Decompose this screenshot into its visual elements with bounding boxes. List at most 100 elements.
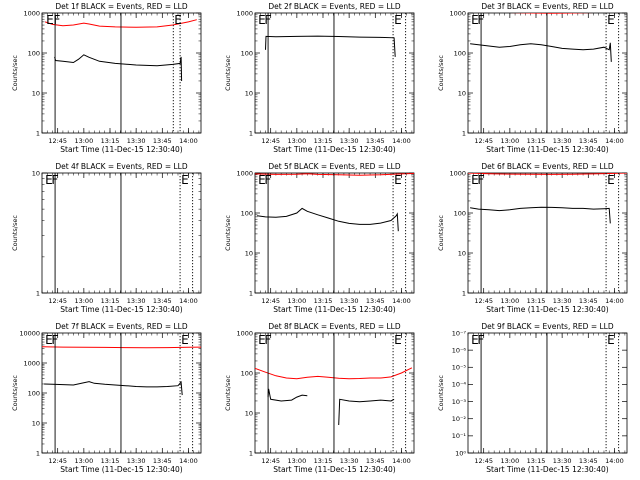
y-tick-label: 1 [462, 289, 466, 297]
x-tick-label: 13:15 [101, 457, 120, 465]
y-tick-label: 10⁻⁵ [452, 364, 467, 372]
x-axis-label: Start Time (11-Dec-15 12:30:40) [486, 145, 608, 154]
y-axis-label: Counts/sec [224, 215, 232, 251]
series-line-lld [509, 13, 594, 14]
x-tick-label: 14:00 [179, 137, 198, 145]
series-line-events [257, 207, 399, 232]
chart-panel-8: Det 8f BLACK = Events, RED = LLD 1 10 100 10… [224, 322, 415, 474]
x-tick-label: 12:45 [474, 297, 493, 305]
x-tick-label: 13:15 [314, 137, 333, 145]
chart-title: Det 7f BLACK = Events, RED = LLD [55, 322, 188, 331]
x-tick-label: 13:15 [101, 137, 120, 145]
x-tick-label: 13:45 [366, 297, 385, 305]
event-marker-label: E [471, 13, 479, 27]
series-line-lld [44, 19, 197, 28]
x-tick-label: 13:00 [74, 137, 93, 145]
x-tick-label: 13:00 [74, 457, 93, 465]
y-tick-label: 100 [241, 369, 253, 377]
event-marker-label: E [45, 173, 53, 187]
y-tick-label: 10 [458, 89, 466, 97]
y-tick-label: 100 [241, 209, 253, 217]
chart-title: Det 3f BLACK = Events, RED = LLD [481, 2, 614, 11]
x-tick-label: 13:45 [579, 457, 598, 465]
x-tick-label: 14:00 [392, 457, 411, 465]
x-tick-label: 14:00 [392, 137, 411, 145]
y-tick-label: 10⁻³ [452, 398, 467, 406]
event-marker-label: E [181, 173, 189, 187]
chart-title: Det 6f BLACK = Events, RED = LLD [481, 162, 614, 171]
chart-panel-9: Det 9f BLACK = Events, RED = LLD 10⁰ 10⁻¹ 1… [437, 322, 628, 474]
plot-frame [254, 12, 415, 134]
x-tick-label: 14:00 [179, 297, 198, 305]
event-marker-label: E [471, 333, 479, 347]
y-tick-label: 10 [32, 89, 40, 97]
y-tick-label: 1000 [23, 9, 40, 17]
event-marker-label: F [477, 173, 484, 187]
series-line-lld [255, 367, 413, 380]
event-marker-label: E [174, 13, 182, 27]
chart-title: Det 4f BLACK = Events, RED = LLD [55, 162, 188, 171]
plot-frame [254, 332, 415, 454]
x-tick-label: 13:45 [579, 137, 598, 145]
y-tick-label: 1 [36, 289, 40, 297]
x-tick-label: 13:30 [340, 297, 359, 305]
y-tick-label: 100 [241, 49, 253, 57]
x-tick-label: 13:30 [340, 137, 359, 145]
x-tick-label: 14:00 [179, 457, 198, 465]
y-tick-label: 1 [249, 129, 253, 137]
y-tick-label: 10 [245, 89, 253, 97]
y-axis-label: Counts/sec [437, 215, 445, 251]
y-tick-label: 10 [32, 169, 40, 177]
x-tick-label: 13:30 [553, 457, 572, 465]
y-tick-label: 1000 [449, 169, 466, 177]
y-tick-label: 10⁻¹ [452, 432, 467, 440]
y-tick-label: 10⁻⁶ [452, 346, 467, 354]
y-tick-label: 10 [245, 409, 253, 417]
plot-frame [41, 12, 202, 134]
y-tick-label: 1000 [23, 359, 40, 367]
x-tick-label: 13:30 [127, 137, 146, 145]
x-axis-label: Start Time (11-Dec-15 12:30:40) [60, 145, 182, 154]
y-axis-label: Counts/sec [437, 375, 445, 411]
x-tick-label: 12:45 [474, 457, 493, 465]
x-tick-label: 13:15 [314, 457, 333, 465]
y-tick-label: 100 [454, 209, 466, 217]
x-axis-label: Start Time (11-Dec-15 12:30:40) [273, 305, 395, 314]
series-line-events [265, 35, 396, 57]
x-tick-label: 13:45 [579, 297, 598, 305]
y-tick-label: 10⁻² [452, 415, 467, 423]
x-axis-label: Start Time (11-Dec-15 12:30:40) [60, 305, 182, 314]
y-tick-label: 1000 [236, 169, 253, 177]
y-tick-label: 10⁰ [455, 449, 466, 457]
event-marker-label: F [477, 333, 484, 347]
x-axis-label: Start Time (11-Dec-15 12:30:40) [273, 145, 395, 154]
y-tick-label: 1000 [236, 9, 253, 17]
x-tick-label: 14:00 [605, 297, 624, 305]
event-marker-label: E [394, 173, 402, 187]
chart-panel-1: Det 1f BLACK = Events, RED = LLD 1 10 100 10… [11, 2, 202, 154]
x-tick-label: 13:30 [127, 297, 146, 305]
event-marker-label: F [53, 13, 60, 27]
chart-panel-4: Det 4f BLACK = Events, RED = LLD 1 10 12:45… [11, 162, 202, 314]
event-marker-label: E [258, 333, 266, 347]
x-tick-label: 13:45 [153, 297, 172, 305]
y-axis-label: Counts/sec [224, 55, 232, 91]
y-tick-label: 1 [36, 449, 40, 457]
x-axis-label: Start Time (11-Dec-15 12:30:40) [60, 465, 182, 474]
event-marker-label: E [607, 173, 615, 187]
series-line-events [338, 398, 395, 426]
x-tick-label: 12:45 [48, 457, 67, 465]
x-tick-label: 13:15 [101, 297, 120, 305]
y-axis-label: Counts/sec [437, 55, 445, 91]
event-marker-label: F [264, 173, 271, 187]
x-tick-label: 13:30 [553, 297, 572, 305]
x-tick-label: 13:00 [287, 457, 306, 465]
y-axis-label: Counts/sec [11, 55, 19, 91]
event-marker-label: F [264, 13, 271, 27]
y-tick-label: 1 [462, 129, 466, 137]
event-marker-label: E [181, 333, 189, 347]
x-tick-label: 13:15 [314, 297, 333, 305]
x-tick-label: 13:15 [527, 297, 546, 305]
x-tick-label: 14:00 [605, 457, 624, 465]
x-tick-label: 13:45 [153, 457, 172, 465]
